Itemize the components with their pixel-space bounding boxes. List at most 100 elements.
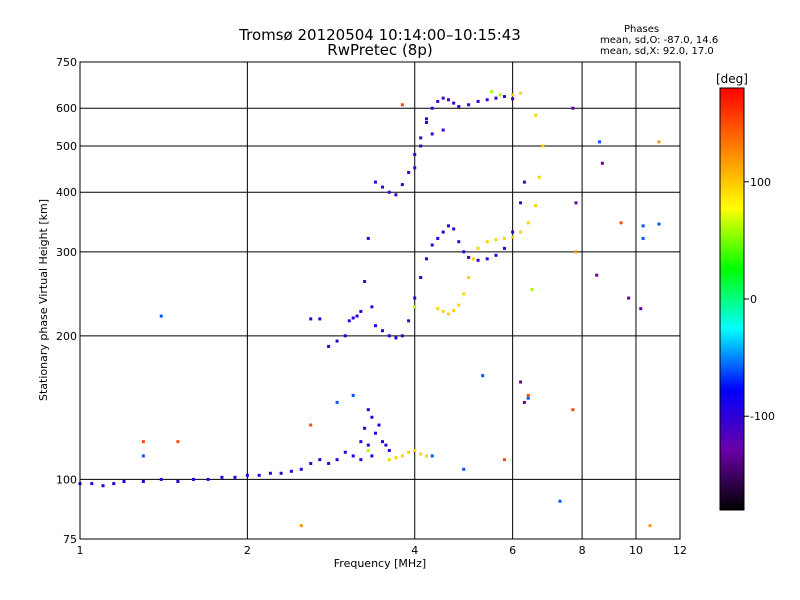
data-point: [446, 98, 450, 102]
data-point: [425, 257, 429, 261]
colorbar-label: [deg]: [716, 72, 748, 86]
data-point: [639, 307, 643, 311]
data-point: [574, 250, 578, 254]
data-point: [233, 475, 237, 479]
data-point: [571, 106, 575, 110]
data-point: [598, 140, 602, 144]
data-point: [245, 473, 249, 477]
data-point: [425, 121, 429, 125]
data-point: [387, 458, 391, 462]
data-point: [363, 426, 367, 430]
data-point: [446, 312, 450, 316]
data-point: [257, 473, 261, 477]
data-point: [419, 136, 423, 140]
data-point: [220, 475, 224, 479]
data-point: [400, 334, 404, 338]
data-point: [159, 477, 163, 481]
data-point: [299, 524, 303, 528]
x-tick-label: 12: [673, 544, 687, 557]
data-point: [657, 222, 661, 226]
data-point: [387, 448, 391, 452]
data-point: [351, 454, 355, 458]
data-point: [436, 236, 440, 240]
data-point: [191, 477, 195, 481]
data-point: [112, 482, 116, 486]
data-point: [511, 97, 515, 101]
data-point: [289, 469, 293, 473]
data-point: [366, 443, 370, 447]
colorbar-tick-label: 100: [750, 176, 771, 189]
data-point: [355, 314, 359, 318]
phases-info-x: mean, sd,X: 92.0, 17.0: [600, 46, 714, 57]
colorbar: [deg] 100 0 -100: [716, 72, 775, 511]
data-point: [419, 144, 423, 148]
data-point: [359, 309, 363, 313]
data-point: [141, 454, 145, 458]
data-point: [462, 292, 466, 296]
data-point: [400, 454, 404, 458]
data-point: [595, 273, 599, 277]
data-point: [457, 105, 461, 109]
data-point: [327, 461, 331, 465]
data-point: [377, 423, 381, 427]
data-point: [373, 324, 377, 328]
y-tick-label: 300: [56, 246, 77, 259]
data-point: [452, 308, 456, 312]
data-point: [425, 454, 429, 458]
data-point: [571, 408, 575, 412]
data-point: [394, 336, 398, 340]
data-point: [502, 236, 506, 240]
data-point: [122, 479, 126, 483]
data-point: [502, 458, 506, 462]
data-point: [366, 408, 370, 412]
data-point: [430, 454, 434, 458]
data-point: [619, 221, 623, 225]
colorbar-tick-label: 0: [750, 293, 757, 306]
data-point: [400, 183, 404, 187]
y-axis-label: Stationary phase Virtual Height [km]: [37, 199, 50, 401]
data-point: [407, 319, 411, 323]
data-point: [494, 96, 498, 100]
y-tick-label: 750: [56, 56, 77, 69]
data-point: [462, 250, 466, 254]
data-point: [481, 374, 485, 378]
data-point: [511, 235, 515, 239]
data-point: [400, 103, 404, 107]
data-point: [299, 467, 303, 471]
data-point: [159, 314, 163, 318]
data-point: [380, 185, 384, 189]
data-point: [498, 93, 502, 97]
data-point: [425, 117, 429, 121]
plot-frame: [79, 61, 681, 540]
data-point: [534, 204, 538, 208]
data-point: [641, 236, 645, 240]
data-point: [335, 339, 339, 343]
data-point: [534, 113, 538, 117]
data-point: [441, 96, 445, 100]
data-point: [526, 221, 530, 225]
data-point: [457, 240, 461, 244]
data-point: [476, 258, 480, 262]
data-point: [519, 380, 523, 384]
x-tick-label: 6: [509, 544, 516, 557]
data-point: [309, 461, 313, 465]
data-point: [441, 230, 445, 234]
data-point: [485, 98, 489, 102]
data-point: [407, 450, 411, 454]
data-point: [467, 255, 471, 259]
data-point: [419, 276, 423, 280]
chart-title: Tromsø 20120504 10:14:00–10:15:43: [239, 26, 521, 44]
grid-lines: [80, 62, 680, 539]
x-tick-label: 4: [411, 544, 418, 557]
data-point: [407, 170, 411, 174]
data-point: [413, 166, 417, 170]
data-point: [446, 224, 450, 228]
data-point: [413, 305, 417, 309]
data-point: [335, 458, 339, 462]
data-point: [502, 246, 506, 250]
y-tick-label: 75: [63, 533, 77, 546]
data-point: [309, 423, 313, 427]
data-point: [467, 103, 471, 107]
data-point: [359, 440, 363, 444]
data-points: [78, 90, 661, 528]
